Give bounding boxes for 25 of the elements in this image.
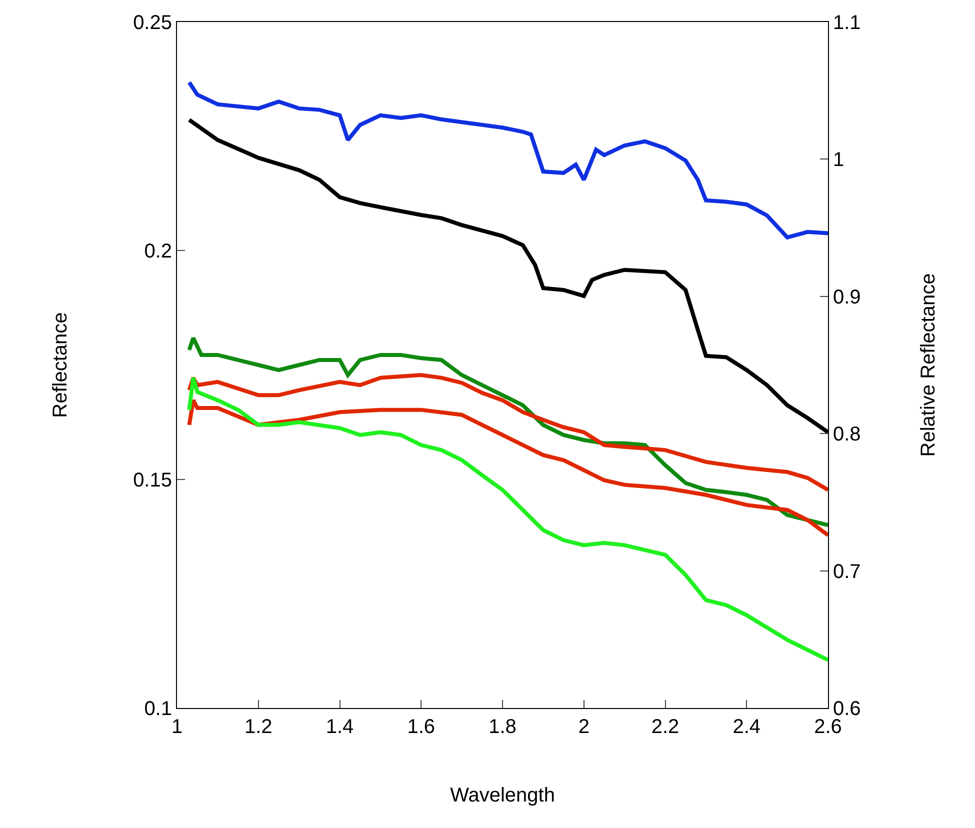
y-tick-label: 0.15 — [133, 469, 172, 492]
y2-tick-label: 1 — [833, 149, 844, 172]
x-tick-label: 1.2 — [244, 716, 272, 738]
x-tick-label: 1.8 — [488, 716, 516, 738]
x-tick-label: 1.4 — [326, 716, 354, 738]
y-tick-label: 0.25 — [133, 12, 172, 34]
y2-tick-label: 1.1 — [833, 12, 861, 34]
x-tick-label: 2.4 — [732, 716, 761, 738]
y-tick-label: 0.2 — [144, 240, 172, 263]
x-axis-title: Wavelength — [450, 784, 555, 806]
x-tick-label: 1.6 — [407, 716, 436, 738]
line-series — [187, 376, 828, 662]
y2-tick-label: 0.9 — [833, 286, 861, 308]
y2-tick-label: 0.8 — [833, 424, 861, 446]
x-tick-label: 2.2 — [651, 716, 680, 738]
x-tick-label: 1 — [171, 716, 183, 738]
y2-axis-title: Relative Reflectance — [917, 273, 940, 457]
line-series — [187, 373, 828, 492]
line-series — [187, 80, 828, 240]
y2-tick-label: 0.7 — [833, 560, 861, 583]
y-axis-title: Reflectance — [50, 312, 72, 418]
x-tick-label: 2 — [578, 716, 590, 738]
line-series — [187, 336, 828, 528]
y-tick-label: 0.1 — [144, 698, 172, 720]
line-series — [187, 398, 828, 538]
